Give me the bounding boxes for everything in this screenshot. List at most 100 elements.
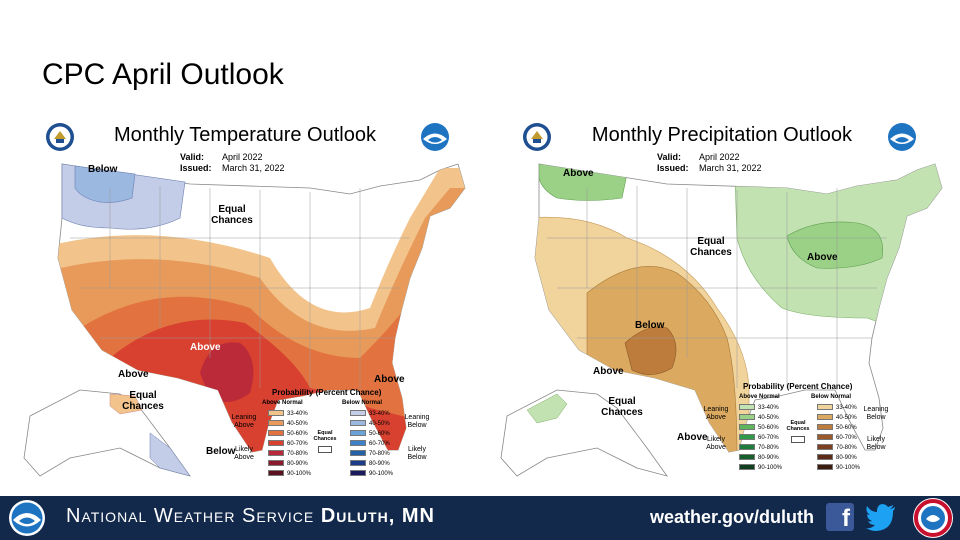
legend-range: 80-90% (836, 455, 857, 461)
legend-swatch (350, 470, 366, 477)
legend-swatch (739, 414, 755, 421)
doc-seal-icon (523, 123, 551, 151)
legend-row: 70-80% (268, 450, 308, 458)
legend-row: 60-70% (268, 440, 308, 448)
legend-row: 50-60% (350, 430, 390, 438)
precip-below-50 (624, 326, 677, 375)
noaa-logo-icon (888, 123, 916, 151)
legend-swatch (350, 410, 366, 417)
legend-row: 60-70% (817, 434, 857, 442)
legend-range: 90-100% (369, 471, 394, 477)
legend-row: 60-70% (350, 440, 390, 448)
legend-swatch (817, 434, 833, 441)
footer-website-link[interactable]: weather.gov/duluth (650, 507, 815, 527)
precipitation-valid-issued: Valid: April 2022 Issued: March 31, 2022 (657, 152, 762, 173)
legend-swatch (268, 420, 284, 427)
precip-label-equal-chances: Equal Chances (690, 236, 732, 258)
precip-label-above-nw: Above (563, 168, 594, 179)
legend-swatch (817, 414, 833, 421)
legend-swatch (739, 434, 755, 441)
legend-range: 60-70% (758, 435, 779, 441)
legend-swatch (739, 404, 755, 411)
precip-label-below-sw: Below (635, 320, 665, 331)
temp-label-equal-chances: Equal Chances (211, 204, 253, 226)
legend-row: 70-80% (739, 444, 779, 452)
legend-swatch (268, 450, 284, 457)
alaska-above (526, 393, 568, 424)
legend-swatch (268, 440, 284, 447)
legend-row: 80-90% (350, 460, 390, 468)
legend-range: 90-100% (758, 465, 783, 471)
precip-label-above-alaska-se: Above (677, 432, 708, 443)
legend-swatch (350, 420, 366, 427)
alaska-above (109, 393, 143, 415)
precip-label-equal-chances-alaska: Equal Chances (601, 396, 643, 418)
legend-row: 70-80% (817, 444, 857, 452)
legend-range: 70-80% (758, 445, 779, 451)
temp-label-below-nw: Below (88, 164, 118, 175)
legend-swatch (817, 424, 833, 431)
legend-row: 90-100% (268, 470, 311, 478)
legend-row: 33-40% (268, 410, 308, 418)
doc-seal-icon (46, 123, 74, 151)
legend-range: 90-100% (287, 471, 312, 477)
legend-range: 70-80% (287, 451, 308, 457)
footer-office-name: National Weather Service Duluth, MN (66, 505, 435, 527)
legend-range: 70-80% (369, 451, 390, 457)
legend-swatch (268, 410, 284, 417)
legend-swatch (817, 404, 833, 411)
legend-row: 80-90% (739, 454, 779, 462)
alaska-below (149, 432, 191, 477)
legend-swatch (350, 430, 366, 437)
temp-label-below-alaska: Below (206, 446, 236, 457)
footer-bar: National Weather Service Duluth, MN weat… (0, 496, 960, 540)
legend-row: 80-90% (268, 460, 308, 468)
temp-label-above-florida: Above (374, 374, 405, 385)
legend-row: 33-40% (350, 410, 390, 418)
legend-row: 40-50% (739, 414, 779, 422)
legend-range: 50-60% (758, 425, 779, 431)
legend-swatch (268, 460, 284, 467)
legend-swatch (817, 454, 833, 461)
legend-range: 50-60% (287, 431, 308, 437)
legend-row: 80-90% (817, 454, 857, 462)
legend-range: 60-70% (369, 441, 390, 447)
noaa-logo-icon (421, 123, 449, 151)
temperature-map (23, 163, 466, 477)
legend-swatch (739, 444, 755, 451)
legend-range: 60-70% (836, 435, 857, 441)
legend-range: 50-60% (836, 425, 857, 431)
legend-swatch (350, 460, 366, 467)
legend-range: 40-50% (287, 421, 308, 427)
legend-swatch (350, 450, 366, 457)
legend-range: 80-90% (287, 461, 308, 467)
legend-swatch (268, 470, 284, 477)
legend-range: 40-50% (369, 421, 390, 427)
temp-label-equal-chances-alaska: Equal Chances (122, 390, 164, 412)
precipitation-map-title: Monthly Precipitation Outlook (591, 124, 853, 146)
legend-range: 40-50% (836, 415, 857, 421)
precipitation-legend: Probability (Percent Chance) Above Norma… (703, 382, 889, 472)
legend-row: 70-80% (350, 450, 390, 458)
legend-range: 60-70% (287, 441, 308, 447)
noaa-logo-icon (9, 500, 45, 536)
legend-row: 90-100% (739, 464, 782, 472)
legend-range: 40-50% (758, 415, 779, 421)
legend-row: 33-40% (817, 404, 857, 412)
facebook-icon[interactable]: f (826, 503, 854, 532)
temperature-outlook-panel: Monthly Temperature Outlook Valid: April … (10, 118, 480, 488)
legend-row: 60-70% (739, 434, 779, 442)
legend-swatch (268, 430, 284, 437)
legend-row: 50-60% (268, 430, 308, 438)
legend-range: 70-80% (836, 445, 857, 451)
legend-range: 33-40% (836, 405, 857, 411)
legend-swatch (817, 444, 833, 451)
legend-swatch (739, 424, 755, 431)
legend-row: 40-50% (817, 414, 857, 422)
legend-range: 33-40% (287, 411, 308, 417)
legend-row: 90-100% (817, 464, 860, 472)
legend-row: 50-60% (817, 424, 857, 432)
temperature-legend: Probability (Percent Chance) Above Norma… (231, 388, 430, 478)
twitter-icon[interactable] (866, 503, 896, 531)
temperature-map-title: Monthly Temperature Outlook (114, 124, 376, 146)
